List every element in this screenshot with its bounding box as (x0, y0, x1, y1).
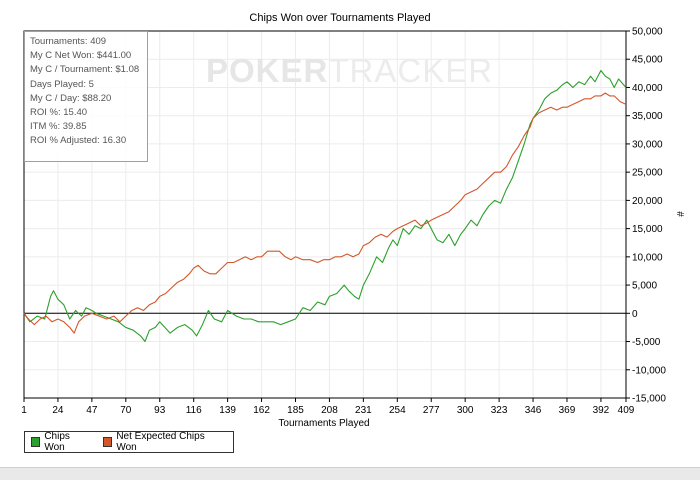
x-tick-label: 277 (423, 405, 440, 416)
y-tick-label: 5,000 (632, 281, 657, 292)
y-tick-label: 0 (632, 309, 638, 320)
series-line-net-expected (23, 92, 627, 334)
x-tick-label: 208 (321, 405, 338, 416)
legend-label-net-expected: Net Expected Chips Won (116, 431, 205, 453)
x-tick-label: 1 (21, 405, 27, 416)
x-tick-label: 139 (219, 405, 236, 416)
x-tick-label: 346 (525, 405, 542, 416)
x-tick-label: 70 (120, 405, 132, 416)
x-tick-label: 369 (559, 405, 576, 416)
y-tick-label: 15,000 (632, 224, 663, 235)
x-axis-label: Tournaments Played (278, 418, 369, 429)
stat-per-day: My C / Day: $88.20 (30, 92, 112, 104)
x-tick-label: 93 (154, 405, 166, 416)
y-tick-label: 25,000 (632, 168, 663, 179)
x-tick-label: 392 (593, 405, 610, 416)
x-tick-label: 409 (618, 405, 635, 416)
legend-label-chips-won: Chips Won (44, 431, 70, 453)
stat-roi: ROI %: 15.40 (30, 107, 88, 119)
x-tick-label: 185 (287, 405, 304, 416)
y-axis-label: # (674, 211, 685, 217)
y-tick-label: -10,000 (632, 365, 666, 376)
y-tick-label: 50,000 (632, 27, 663, 38)
x-tick-label: 47 (86, 405, 98, 416)
legend-swatch-chips-won (31, 437, 41, 447)
y-tick-label: 40,000 (632, 83, 663, 94)
stat-days-played: Days Played: 5 (30, 78, 94, 90)
stat-roi-adjusted: ROI % Adjusted: 16.30 (30, 135, 127, 147)
window-bottom-bar (0, 467, 700, 480)
series-layer (23, 69, 627, 343)
x-tick-label: 323 (491, 405, 508, 416)
legend: Chips Won Net Expected Chips Won (24, 431, 234, 453)
stat-per-tournament: My C / Tournament: $1.08 (30, 64, 140, 76)
plot-frame (23, 30, 627, 399)
chart-title: Chips Won over Tournaments Played (249, 12, 430, 24)
x-tick-label: 116 (186, 405, 202, 416)
x-tick-label: 24 (52, 405, 64, 416)
y-tick-label: -15,000 (632, 394, 666, 405)
legend-swatch-net-expected (102, 437, 113, 447)
stat-net-won: My C Net Won: $441.00 (30, 50, 132, 62)
stat-itm: ITM %: 39.85 (30, 121, 87, 133)
y-tick-label: 30,000 (632, 139, 663, 150)
y-tick-label: 45,000 (632, 55, 663, 66)
legend-item-net-expected[interactable]: Net Expected Chips Won (102, 431, 219, 453)
stat-tournaments: Tournaments: 409 (30, 36, 107, 47)
legend-item-chips-won[interactable]: Chips Won (31, 431, 89, 453)
y-tick-label: 10,000 (632, 252, 663, 263)
stats-box: Tournaments: 409 My C Net Won: $441.00 M… (24, 31, 148, 162)
series-line-chips-won (23, 69, 627, 343)
x-tick-label: 254 (389, 405, 406, 416)
x-tick-label: 231 (355, 405, 372, 416)
y-tick-label: 35,000 (632, 111, 663, 122)
y-axis: -15,000 -10,000 -5,000 0 5,000 10,000 15,000 20… (626, 27, 666, 405)
x-axis: 1 24 47 70 93 116 139 162 185 208 231 254 277 300 323 3… (21, 398, 635, 416)
x-tick-label: 162 (253, 405, 270, 416)
y-tick-label: -5,000 (632, 337, 661, 348)
x-tick-label: 300 (457, 405, 474, 416)
y-tick-label: 20,000 (632, 196, 663, 207)
